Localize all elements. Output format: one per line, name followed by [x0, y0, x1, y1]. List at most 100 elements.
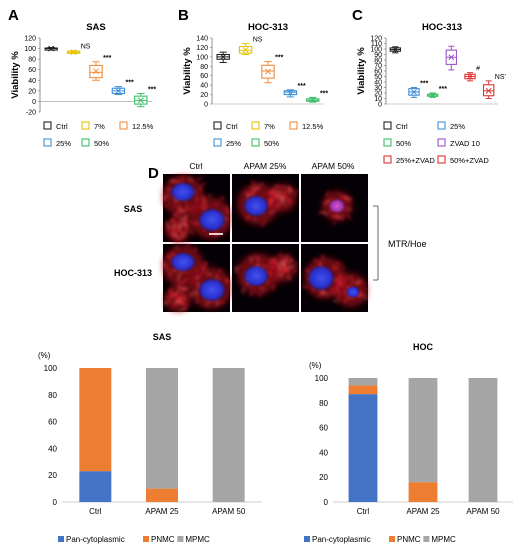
y-tick-label: 0: [324, 498, 329, 507]
mito-strand: [164, 300, 167, 304]
y-axis-label: Viability %: [10, 51, 21, 99]
microscopy-panel: Ctrl APAM 25% APAM 50% SAS HOC-313 MTR/H…: [114, 161, 427, 313]
x-tick-label: APAM 50: [212, 507, 246, 516]
mito-strand: [337, 295, 340, 300]
mito-strand: [181, 233, 186, 237]
mean-marker: [70, 49, 77, 56]
mean-marker: [485, 87, 492, 94]
mito-strand: [341, 195, 349, 200]
mito-strand: [170, 287, 173, 291]
mito-strand: [203, 200, 207, 203]
mito-strand: [188, 177, 194, 182]
mito-strand: [341, 278, 343, 282]
micrograph-tile: [162, 244, 232, 313]
mito-strand: [185, 225, 189, 231]
mito-strand: [177, 275, 181, 282]
legend-swatch: [177, 536, 184, 542]
nucleus: [243, 265, 269, 287]
nucleus: [170, 182, 196, 202]
significance-label: NS': [495, 74, 506, 81]
y-tick-label: 80: [374, 58, 382, 65]
mito-strand: [335, 286, 338, 291]
mito-strand: [319, 290, 324, 294]
mito-strand: [269, 209, 274, 215]
y-tick-label: 0: [32, 99, 36, 106]
y-tick-label: 0: [378, 102, 382, 109]
mean-marker: [448, 54, 455, 61]
mito-strand: [272, 284, 275, 292]
mito-strand: [169, 271, 172, 278]
panel-letter-a: A: [8, 7, 19, 24]
mito-strand: [193, 221, 196, 227]
bar-pan-cytoplasmic: [79, 471, 112, 502]
legend-swatch: [81, 121, 90, 130]
mito-strand: [182, 223, 186, 227]
mito-strand: [331, 287, 335, 295]
mito-cloud: [267, 183, 297, 213]
mito-strand: [355, 281, 360, 284]
legend-label: 50%: [264, 139, 279, 148]
mito-strand: [191, 229, 194, 236]
x-tick-label: APAM 25: [406, 507, 440, 516]
mito-strand: [179, 307, 185, 312]
mean-marker: [287, 89, 294, 96]
mito-strand: [179, 282, 183, 284]
mito-strand: [287, 255, 292, 261]
mito-strand: [281, 273, 283, 277]
mean-marker: [392, 46, 399, 53]
mito-strand: [205, 272, 212, 276]
mito-strand: [181, 222, 185, 226]
nucleus: [328, 198, 346, 214]
mito-strand: [189, 291, 195, 297]
legend-label: PNMC: [151, 535, 175, 544]
mito-strand: [283, 187, 286, 189]
mito-strand: [178, 207, 182, 213]
mito-strand: [221, 301, 224, 305]
chart-a: SAS Viability % -20 0 20 40 60 80 100 120 NS *** ***…: [10, 22, 156, 148]
mito-strand: [280, 199, 283, 203]
mito-strand: [185, 220, 188, 226]
mean-marker: [220, 53, 227, 60]
micro-row-label-hoc: HOC-313: [114, 268, 152, 278]
mito-strand: [293, 269, 299, 272]
y-tick-label: 20: [319, 473, 328, 482]
mito-strand: [216, 273, 218, 279]
mito-strand: [169, 288, 173, 293]
mito-strand: [268, 262, 275, 264]
legend-label: 12.5%: [302, 122, 324, 131]
mito-strand: [163, 195, 167, 200]
significance-label: ***: [439, 86, 447, 93]
y-tick-label: 70: [374, 63, 382, 70]
micrograph-tile: [232, 174, 299, 242]
mito-strand: [277, 266, 281, 269]
mito-strand: [336, 265, 339, 271]
mito-strand: [180, 233, 185, 240]
y-tick-label: 90: [374, 52, 382, 59]
mito-strand: [284, 266, 289, 272]
micrograph-tile: [162, 174, 232, 243]
legend-swatch: [81, 138, 90, 147]
x-tick-label: APAM 25: [145, 507, 179, 516]
legend-swatch: [437, 121, 446, 130]
mito-strand: [257, 293, 263, 297]
mito-strand: [333, 266, 335, 271]
nucleus: [346, 286, 360, 298]
mito-strand: [272, 196, 275, 200]
significance-label: ***: [126, 80, 134, 87]
mean-marker: [467, 73, 473, 80]
micro-col-label-apam25: APAM 25%: [244, 161, 287, 171]
mito-strand: [271, 189, 276, 194]
legend-swatch: [213, 138, 222, 147]
mito-strand: [285, 257, 290, 264]
y-tick-label: 80: [200, 64, 208, 71]
mito-strand: [242, 287, 244, 294]
y-tick-label: 60: [48, 418, 57, 427]
mito-strand: [163, 205, 168, 208]
chart-title: HOC: [413, 342, 434, 352]
mito-strand: [169, 233, 175, 238]
micro-side-label: MTR/Hoe: [388, 239, 427, 249]
mito-strand: [180, 176, 184, 179]
y-tick-label: 30: [374, 85, 382, 92]
mito-strand: [261, 220, 266, 228]
